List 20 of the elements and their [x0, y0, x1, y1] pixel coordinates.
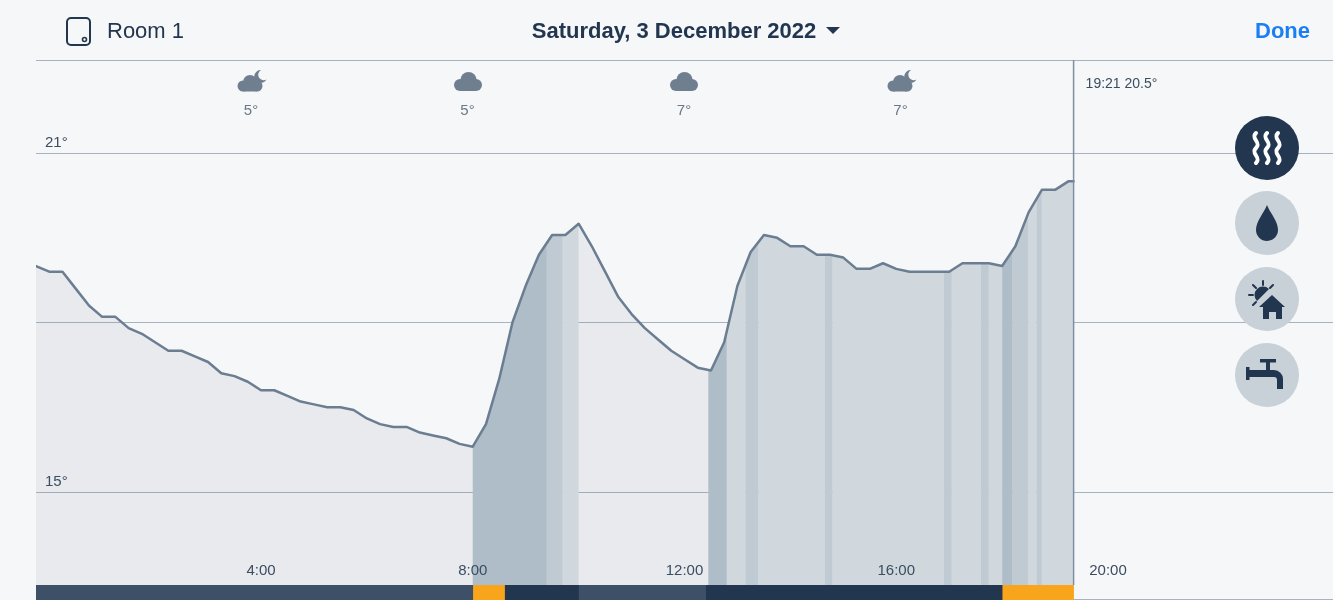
annotation: 7°: [675, 100, 693, 120]
chart-subtitle: Room 1: [107, 18, 185, 44]
x-tick-label: 12:00: [665, 561, 704, 579]
ref-line-label: 19:21 20.5°: [1085, 74, 1158, 91]
x-tick-label: 20:00: [1089, 561, 1127, 579]
bar: [504, 585, 579, 600]
annotation: 7°: [892, 100, 909, 120]
chart-title: Saturday, 3 December 2022: [531, 18, 817, 44]
y-tick-label: 21°: [45, 133, 68, 151]
annotation: 5°: [459, 100, 476, 120]
y-tick-label: 15°: [45, 472, 68, 489]
x-tick-label: 8:00: [458, 561, 488, 579]
x-tick-label: 16:00: [877, 561, 916, 579]
bar: [578, 585, 707, 600]
bar: [1001, 585, 1074, 600]
text: Done: [1255, 18, 1310, 44]
bar: [472, 585, 505, 600]
x-tick-label: 4:00: [246, 561, 276, 579]
bar: [705, 585, 1003, 600]
annotation: 5°: [242, 100, 260, 120]
